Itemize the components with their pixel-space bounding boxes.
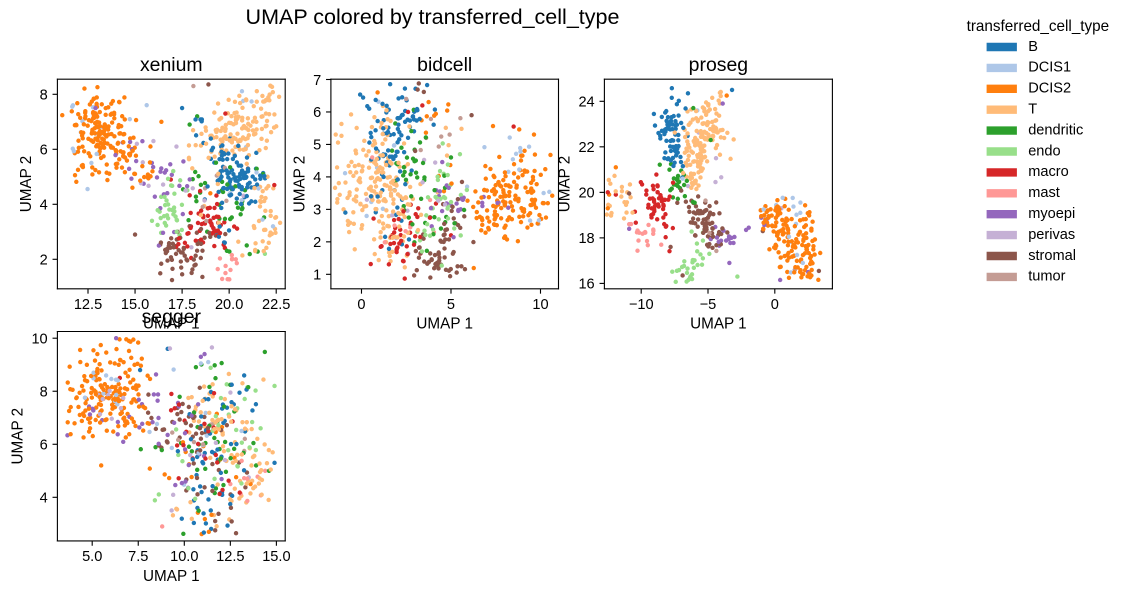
svg-text:1: 1: [313, 268, 321, 284]
svg-text:proseg: proseg: [689, 54, 748, 76]
svg-text:5.0: 5.0: [82, 549, 102, 565]
svg-text:6: 6: [313, 105, 321, 121]
svg-text:UMAP 1: UMAP 1: [416, 316, 473, 333]
svg-text:20.0: 20.0: [215, 297, 243, 313]
svg-text:20: 20: [578, 186, 594, 202]
svg-text:22: 22: [578, 140, 594, 156]
svg-text:UMAP 2: UMAP 2: [10, 408, 27, 465]
svg-text:22.5: 22.5: [262, 297, 290, 313]
svg-text:dendritic: dendritic: [1028, 122, 1083, 138]
svg-text:UMAP 2: UMAP 2: [291, 156, 308, 213]
svg-text:tumor: tumor: [1028, 269, 1065, 285]
svg-text:10.0: 10.0: [170, 549, 198, 565]
svg-text:10: 10: [31, 331, 47, 347]
svg-text:3: 3: [313, 203, 321, 219]
svg-text:DCIS1: DCIS1: [1028, 60, 1071, 76]
svg-text:24: 24: [578, 95, 594, 111]
svg-text:6: 6: [40, 143, 48, 159]
svg-text:−5: −5: [700, 297, 717, 313]
svg-text:2: 2: [40, 253, 48, 269]
svg-text:−10: −10: [629, 297, 654, 313]
svg-text:perivas: perivas: [1028, 227, 1075, 243]
svg-text:15.0: 15.0: [262, 549, 290, 565]
svg-text:T: T: [1028, 101, 1037, 117]
svg-text:6: 6: [40, 438, 48, 454]
svg-text:8: 8: [40, 88, 48, 104]
svg-text:2: 2: [313, 235, 321, 251]
svg-text:stromal: stromal: [1028, 248, 1076, 264]
svg-text:segger: segger: [142, 306, 202, 328]
svg-text:UMAP 1: UMAP 1: [143, 316, 200, 333]
svg-text:xenium: xenium: [140, 54, 203, 76]
svg-text:10: 10: [532, 297, 548, 313]
svg-text:bidcell: bidcell: [417, 54, 472, 76]
svg-text:UMAP colored by transferred_ce: UMAP colored by transferred_cell_type: [246, 5, 620, 29]
svg-text:transferred_cell_type: transferred_cell_type: [967, 18, 1110, 35]
svg-text:4: 4: [40, 491, 48, 507]
svg-text:18: 18: [578, 231, 594, 247]
svg-text:DCIS2: DCIS2: [1028, 81, 1071, 97]
svg-text:UMAP 2: UMAP 2: [18, 156, 35, 213]
svg-text:mast: mast: [1028, 185, 1060, 201]
svg-text:macro: macro: [1028, 164, 1069, 180]
svg-text:myoepi: myoepi: [1028, 206, 1075, 222]
svg-text:8: 8: [40, 385, 48, 401]
svg-text:7.5: 7.5: [128, 549, 148, 565]
svg-text:UMAP 1: UMAP 1: [143, 568, 200, 585]
svg-text:0: 0: [357, 297, 365, 313]
svg-text:endo: endo: [1028, 143, 1060, 159]
svg-text:5: 5: [447, 297, 455, 313]
svg-text:4: 4: [40, 198, 48, 214]
svg-text:0: 0: [771, 297, 779, 313]
svg-text:4: 4: [313, 170, 321, 186]
svg-text:12.5: 12.5: [74, 297, 102, 313]
svg-text:B: B: [1028, 39, 1038, 55]
svg-text:16: 16: [578, 277, 594, 293]
svg-text:12.5: 12.5: [216, 549, 244, 565]
svg-text:7: 7: [313, 73, 321, 89]
svg-text:17.5: 17.5: [168, 297, 196, 313]
svg-text:15.0: 15.0: [121, 297, 149, 313]
svg-text:UMAP 1: UMAP 1: [690, 316, 747, 333]
svg-text:UMAP 2: UMAP 2: [557, 156, 574, 213]
svg-text:5: 5: [313, 138, 321, 154]
